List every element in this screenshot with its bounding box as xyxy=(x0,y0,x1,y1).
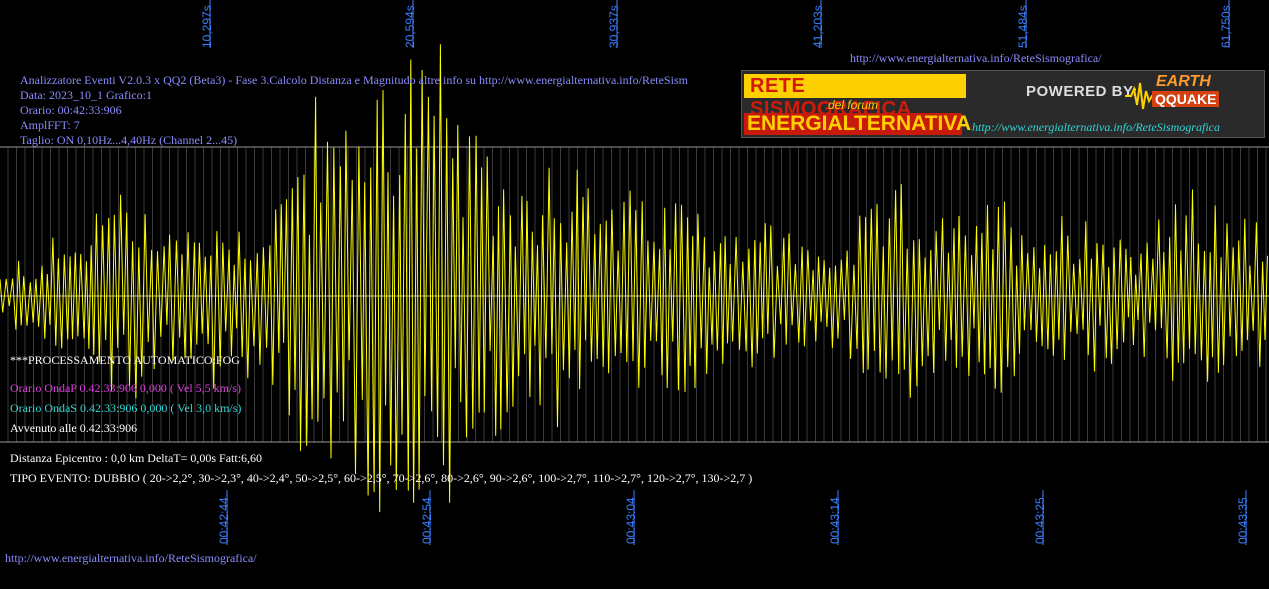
seismic-trace xyxy=(0,44,1268,513)
wave-s-time: Orario OndaS 0.42.33:906 0,000 ( Vel 3,0… xyxy=(10,401,242,415)
bottom-tick-5: 00:43:25 xyxy=(1033,497,1047,544)
logo-powered-by: POWERED BY: xyxy=(1026,83,1138,100)
header-date: Data: 2023_10_1 Grafico:1 xyxy=(20,88,152,102)
processing-status: ***PROCESSAMENTO AUTOMATICO:FOG xyxy=(10,353,240,367)
seismo-wave-icon xyxy=(1125,82,1161,110)
logo-title-2: ENERGIALTERNATIVA xyxy=(747,112,971,135)
rete-sismografica-logo: RETE SISMOGRAFICA del forum ENERGIALTERN… xyxy=(741,70,1265,138)
wave-p-time: Orario OndaP 0.42.33:906 0,000 ( Vel 5,5… xyxy=(10,381,241,395)
bottom-tick-6: 00:43:35 xyxy=(1236,497,1250,544)
top-tick-3: 30,937s xyxy=(607,5,621,48)
top-tick-1: 10,297s xyxy=(200,5,214,48)
header-time: Orario: 00:42:33:906 xyxy=(20,103,122,117)
top-tick-4: 41,203s xyxy=(811,5,825,48)
bottom-tick-3: 00:43:04 xyxy=(624,497,638,544)
logo-url[interactable]: http://www.energialternativa.info/ReteSi… xyxy=(972,120,1220,134)
top-tick-6: 61,750s xyxy=(1219,5,1233,48)
logo-brand-earth: EARTH xyxy=(1156,73,1211,90)
occurred-time: Avvenuto alle 0.42.33:906 xyxy=(10,421,138,435)
seismic-trace-line xyxy=(0,44,1268,513)
epicenter-distance: Distanza Epicentro : 0,0 km DeltaT= 0,00… xyxy=(10,451,263,465)
top-tick-5: 51,484s xyxy=(1016,5,1030,48)
top-url[interactable]: http://www.energialternativa.info/ReteSi… xyxy=(850,51,1102,65)
header-title: Analizzatore Eventi V2.0.3 x QQ2 (Beta3)… xyxy=(20,73,688,87)
header-ampl: AmplFFT: 7 xyxy=(20,118,80,132)
header-filter: Taglio: ON 0,10Hz...4,40Hz (Channel 2...… xyxy=(20,133,238,147)
logo-subtitle: del forum xyxy=(828,98,879,112)
event-type: TIPO EVENTO: DUBBIO ( 20->2,2°, 30->2,3°… xyxy=(10,471,753,485)
bottom-tick-2: 00:42:54 xyxy=(420,497,434,544)
bottom-tick-1: 00:42:44 xyxy=(217,497,231,544)
bottom-tick-4: 00:43:14 xyxy=(828,497,842,544)
top-tick-2: 20,594s xyxy=(403,5,417,48)
logo-brand-qquake: QQUAKE xyxy=(1152,91,1220,107)
bottom-url[interactable]: http://www.energialternativa.info/ReteSi… xyxy=(5,551,257,565)
